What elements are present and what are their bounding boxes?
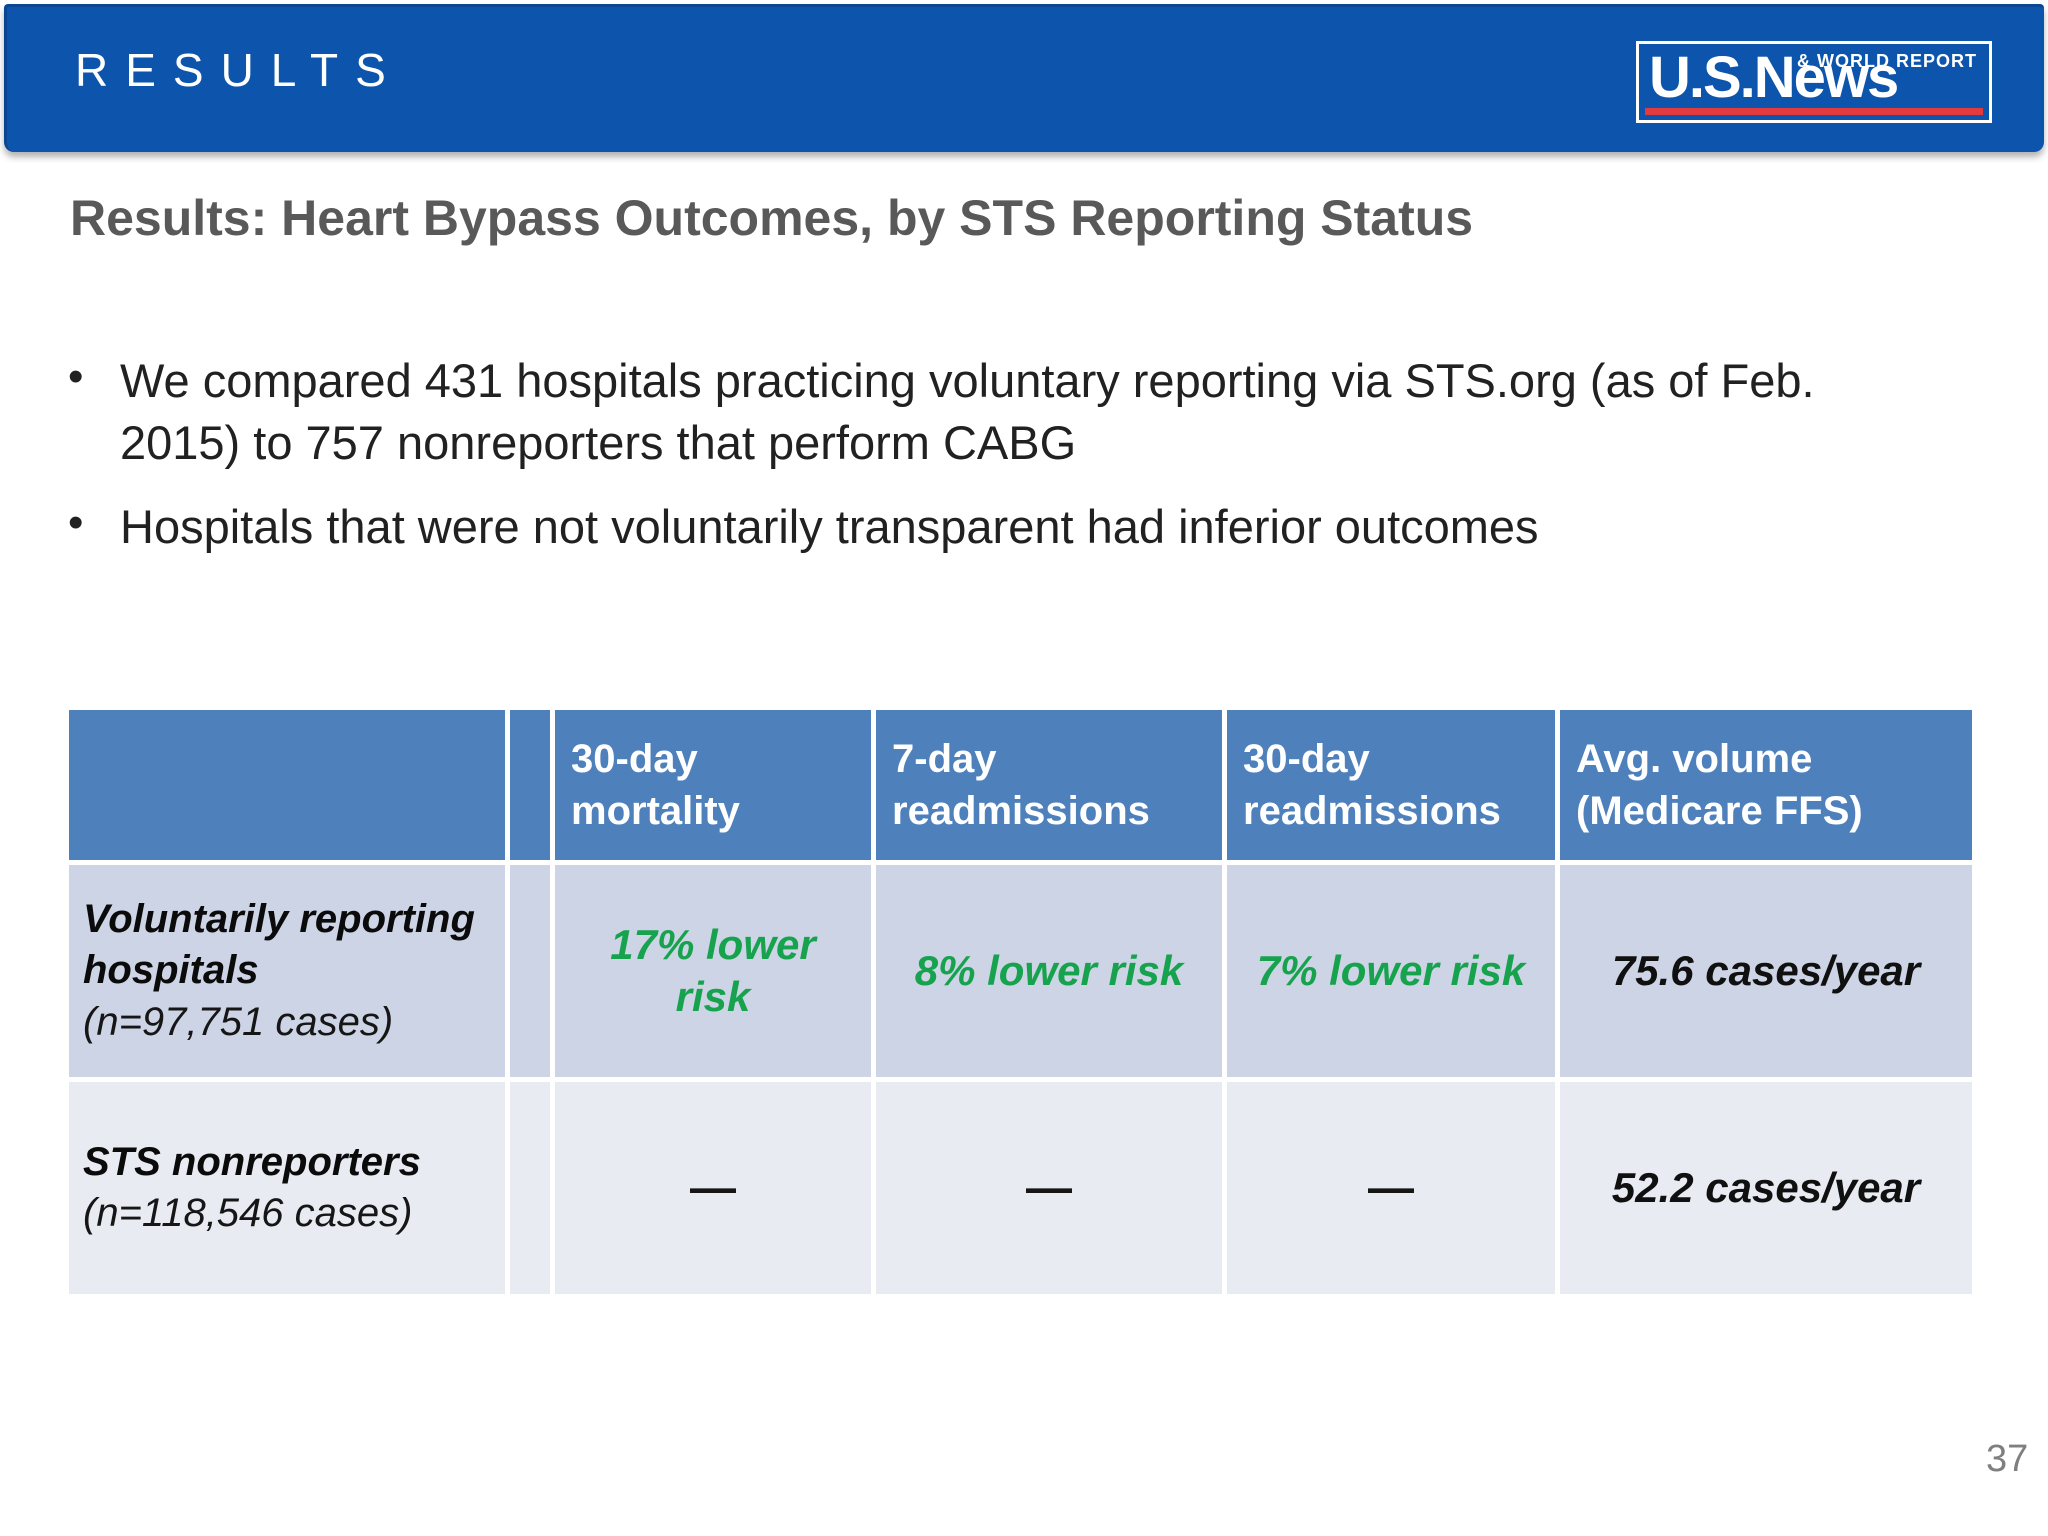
row-spacer: [510, 1082, 550, 1294]
cell-voluntary-avg-volume: 75.6 cases/year: [1560, 865, 1972, 1077]
logo-wordmark: U.S.News: [1649, 45, 1899, 110]
banner-title: RESULTS: [75, 44, 403, 96]
usnews-logo: & WORLD REPORT U.S.News: [1636, 41, 1992, 123]
cell-voluntary-30day-readmissions: 7% lower risk: [1227, 865, 1555, 1077]
cell-nonreporters-avg-volume: 52.2 cases/year: [1560, 1082, 1972, 1294]
cell-nonreporters-30day-mortality: —: [555, 1082, 871, 1294]
cell-nonreporters-7day-readmissions: —: [876, 1082, 1222, 1294]
row-sublabel-text: (n=97,751 cases): [83, 999, 394, 1044]
cell-nonreporters-30day-readmissions: —: [1227, 1082, 1555, 1294]
bullet-item: Hospitals that were not voluntarily tran…: [66, 494, 1916, 558]
table-header-30day-mortality: 30-day mortality: [555, 710, 871, 860]
table-header-30day-readmissions: 30-day readmissions: [1227, 710, 1555, 860]
row-spacer: [510, 865, 550, 1077]
logo-red-bar: [1645, 108, 1983, 115]
page-number: 37: [1986, 1438, 2029, 1480]
logo-tagline: & WORLD REPORT: [1797, 51, 1977, 71]
table-header-avg-volume: Avg. volume (Medicare FFS): [1560, 710, 1972, 860]
top-banner: RESULTS & WORLD REPORT U.S.News: [4, 4, 2044, 152]
row-label-text: STS nonreporters: [83, 1139, 421, 1184]
cell-value: 17% lower risk: [610, 920, 816, 1021]
bullet-list: We compared 431 hospitals practicing vol…: [66, 348, 1916, 580]
table-header-spacer: [510, 710, 550, 860]
slide-heading: Results: Heart Bypass Outcomes, by STS R…: [70, 190, 1474, 246]
row-sublabel-text: (n=118,546 cases): [83, 1191, 413, 1235]
row-label-text: Voluntarily reporting hospitals: [83, 897, 475, 993]
row-label-nonreporters: STS nonreporters (n=118,546 cases): [69, 1082, 505, 1294]
bullet-item: We compared 431 hospitals practicing vol…: [66, 348, 1916, 474]
cell-voluntary-7day-readmissions: 8% lower risk: [876, 865, 1222, 1077]
outcomes-table: 30-day mortality 7-day readmissions 30-d…: [69, 710, 1972, 1294]
table-header-7day-readmissions: 7-day readmissions: [876, 710, 1222, 860]
row-label-voluntary: Voluntarily reporting hospitals (n=97,75…: [69, 865, 505, 1077]
table-header-empty: [69, 710, 505, 860]
cell-voluntary-30day-mortality: 17% lower risk: [555, 865, 871, 1077]
